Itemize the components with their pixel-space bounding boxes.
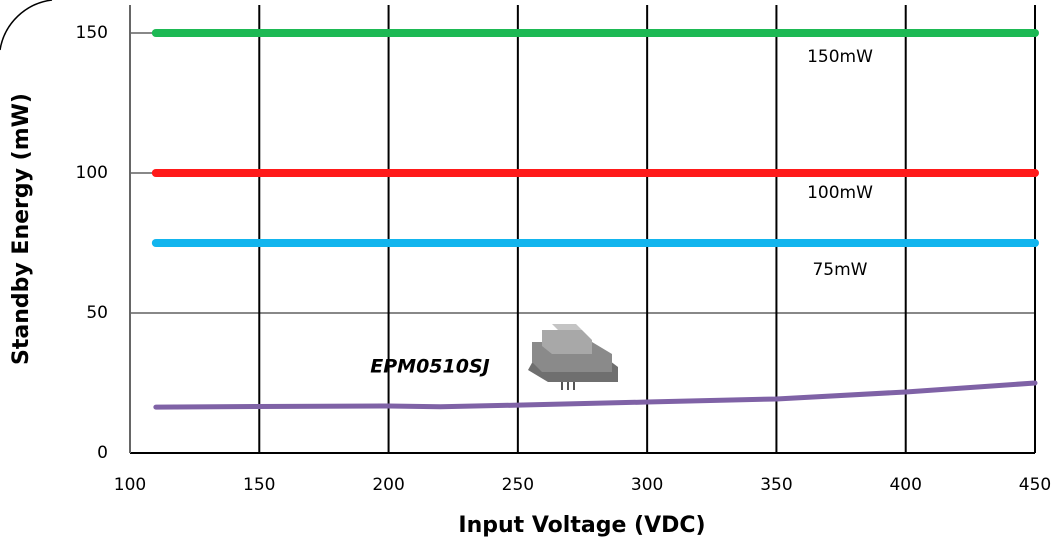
y-tick-label: 0 <box>97 443 108 463</box>
x-axis-title: Input Voltage (VDC) <box>458 513 705 538</box>
series-line <box>156 383 1035 407</box>
decor-arc <box>0 0 52 50</box>
series-label: 75mW <box>812 260 867 280</box>
product-icon <box>528 324 618 390</box>
series-label: 100mW <box>807 183 873 203</box>
x-tick-label: 300 <box>631 475 663 495</box>
series-label: 150mW <box>807 47 873 67</box>
y-tick-label: 150 <box>76 23 108 43</box>
page: {"chart_data": {"type": "line", "x_label… <box>0 0 1056 543</box>
x-tick-label: 250 <box>502 475 534 495</box>
x-tick-label: 350 <box>760 475 792 495</box>
x-tick-label: 450 <box>1019 475 1051 495</box>
x-tick-label: 150 <box>243 475 275 495</box>
series-label: EPM0510SJ <box>370 356 489 378</box>
y-tick-label: 100 <box>76 163 108 183</box>
y-tick-label: 50 <box>86 303 108 323</box>
x-tick-label: 100 <box>114 475 146 495</box>
chart: Input Voltage (VDC) Standby Energy (mW) … <box>0 0 1056 543</box>
x-tick-label: 200 <box>372 475 404 495</box>
y-axis-title: Standby Energy (mW) <box>9 93 34 365</box>
x-tick-label: 400 <box>889 475 921 495</box>
